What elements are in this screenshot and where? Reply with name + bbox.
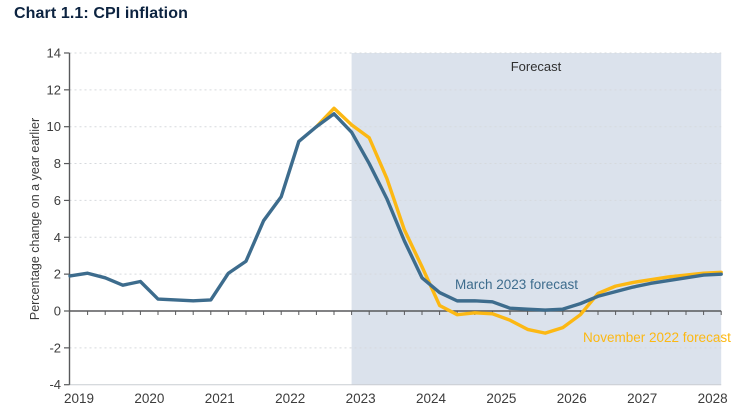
series-line-november-2022-forecast bbox=[314, 106, 723, 335]
forecast-shaded-region bbox=[351, 53, 722, 385]
x-axis-year-label: 2019 bbox=[64, 391, 94, 406]
series-line-march-2023-forecast bbox=[68, 112, 723, 312]
x-axis-year-label: 2021 bbox=[205, 391, 235, 406]
series-label-november-2022-forecast: November 2022 forecast bbox=[583, 330, 731, 345]
y-axis-tick-label: 0 bbox=[54, 304, 61, 319]
forecast-region-label: Forecast bbox=[511, 59, 562, 74]
y-axis-tick-label: 8 bbox=[54, 156, 61, 171]
chart-title: Chart 1.1: CPI inflation bbox=[14, 5, 188, 22]
x-axis-year-label: 2026 bbox=[557, 391, 587, 406]
y-axis-tick-label: 10 bbox=[47, 119, 61, 134]
y-axis-tick-label: 12 bbox=[47, 82, 61, 97]
x-axis-year-label: 2024 bbox=[416, 391, 447, 406]
y-axis-tick-label: 2 bbox=[54, 267, 61, 282]
y-axis-tick-label: 4 bbox=[54, 230, 61, 245]
x-axis-year-label: 2020 bbox=[134, 391, 164, 406]
y-axis-tick-label: 6 bbox=[54, 193, 61, 208]
series-label-march-2023-forecast: March 2023 forecast bbox=[455, 277, 578, 292]
x-axis-year-label: 2023 bbox=[346, 391, 376, 406]
y-axis-tick-label: -4 bbox=[49, 377, 61, 392]
x-axis-year-label: 2025 bbox=[486, 391, 516, 406]
x-axis-year-label: 2028 bbox=[698, 391, 728, 406]
x-axis-year-label: 2027 bbox=[627, 391, 657, 406]
y-axis-title: Percentage change on a year earlier bbox=[28, 118, 42, 320]
y-axis-tick-label: 14 bbox=[47, 45, 61, 60]
y-axis-tick-label: -2 bbox=[49, 340, 61, 355]
x-axis-year-label: 2022 bbox=[275, 391, 305, 406]
